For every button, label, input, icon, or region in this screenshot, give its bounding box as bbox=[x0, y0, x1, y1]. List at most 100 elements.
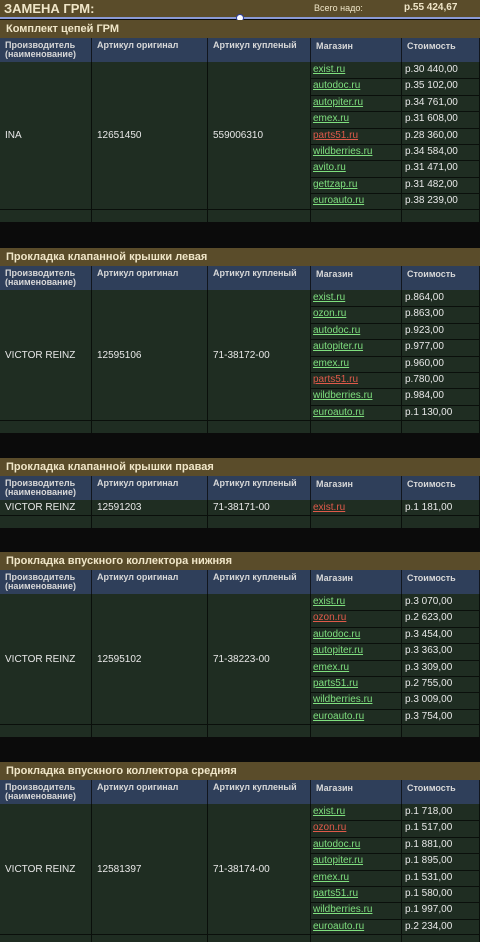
price-value: р.28 360,00 bbox=[405, 129, 458, 141]
empty-cell[interactable] bbox=[0, 210, 92, 222]
empty-cell[interactable] bbox=[92, 516, 208, 528]
empty-cell[interactable] bbox=[92, 935, 208, 942]
cell-manufacturer[interactable]: VICTOR REINZ bbox=[0, 290, 92, 421]
empty-cell[interactable] bbox=[208, 516, 311, 528]
shop-link[interactable]: parts51.ru bbox=[313, 129, 359, 141]
shop-link[interactable]: wildberries.ru bbox=[313, 146, 373, 157]
empty-cell[interactable] bbox=[208, 725, 311, 737]
shop-link[interactable]: euroauto.ru bbox=[313, 710, 365, 722]
shop-link[interactable]: autodoc.ru bbox=[313, 628, 361, 640]
shop-link[interactable]: parts51.ru bbox=[313, 374, 359, 385]
empty-cell[interactable] bbox=[311, 516, 402, 528]
cell-manufacturer[interactable]: VICTOR REINZ bbox=[0, 500, 92, 516]
cell-article-orig[interactable]: 12595102 bbox=[92, 594, 208, 725]
column-header-shop: Магазин bbox=[311, 476, 402, 500]
article-bought-value: 71-38171-00 bbox=[213, 502, 270, 513]
row-divider bbox=[311, 193, 480, 195]
empty-cell[interactable] bbox=[92, 210, 208, 222]
shop-link[interactable]: parts51.ru bbox=[313, 888, 359, 899]
shop-link[interactable]: autopiter.ru bbox=[313, 645, 364, 657]
empty-cell[interactable] bbox=[311, 210, 402, 222]
article-orig-value: 12595102 bbox=[97, 653, 142, 665]
row-divider bbox=[311, 388, 480, 390]
cell-article-orig[interactable]: 12651450 bbox=[92, 62, 208, 210]
empty-cell[interactable] bbox=[92, 725, 208, 737]
shop-link[interactable]: exist.ru bbox=[313, 292, 346, 303]
cell-article-bought[interactable]: 71-38174-00 bbox=[208, 804, 311, 935]
shop-link[interactable]: autopiter.ru bbox=[313, 855, 364, 867]
column-header-article-bought: Артикул купленый bbox=[208, 38, 311, 62]
shop-link[interactable]: autodoc.ru bbox=[313, 324, 361, 336]
empty-cell[interactable] bbox=[311, 421, 402, 433]
cell-article-orig[interactable]: 12591203 bbox=[92, 500, 208, 516]
shop-link[interactable]: emex.ru bbox=[313, 113, 350, 125]
shop-link[interactable]: parts51.ru bbox=[313, 678, 359, 689]
cell-article-bought[interactable]: 71-38223-00 bbox=[208, 594, 311, 725]
empty-cell[interactable] bbox=[402, 935, 480, 942]
price-value: р.35 102,00 bbox=[405, 80, 458, 92]
empty-cell[interactable] bbox=[208, 210, 311, 222]
empty-cell[interactable] bbox=[402, 421, 480, 433]
cell-article-orig[interactable]: 12581397 bbox=[92, 804, 208, 935]
empty-cell[interactable] bbox=[0, 421, 92, 433]
shop-link[interactable]: wildberries.ru bbox=[313, 390, 373, 402]
shop-column bbox=[311, 62, 402, 210]
shop-link[interactable]: ozon.ru bbox=[313, 822, 347, 834]
empty-cell[interactable] bbox=[208, 421, 311, 433]
shop-link[interactable]: autodoc.ru bbox=[313, 80, 361, 92]
shop-link[interactable]: euroauto.ru bbox=[313, 195, 365, 207]
price-value: р.2 623,00 bbox=[405, 612, 453, 624]
cell-article-bought[interactable]: 71-38171-00 bbox=[208, 500, 311, 516]
column-header-shop: Магазин bbox=[311, 38, 402, 62]
shop-link[interactable]: emex.ru bbox=[313, 661, 350, 673]
empty-cell[interactable] bbox=[311, 935, 402, 942]
empty-cell[interactable] bbox=[0, 935, 92, 942]
column-header-shop: Магазин bbox=[311, 570, 402, 594]
shop-link[interactable]: euroauto.ru bbox=[313, 406, 365, 418]
empty-cell[interactable] bbox=[208, 935, 311, 942]
shop-link[interactable]: exist.ru bbox=[313, 596, 346, 607]
row-divider bbox=[311, 902, 480, 904]
shop-link[interactable]: gettzap.ru bbox=[313, 178, 358, 190]
cell-manufacturer[interactable]: VICTOR REINZ bbox=[0, 804, 92, 935]
shop-link[interactable]: euroauto.ru bbox=[313, 920, 365, 932]
cell-article-orig[interactable]: 12595106 bbox=[92, 290, 208, 421]
shop-link[interactable]: emex.ru bbox=[313, 871, 350, 883]
empty-cell[interactable] bbox=[402, 210, 480, 222]
shop-link[interactable]: avito.ru bbox=[313, 162, 346, 174]
shop-link[interactable]: autopiter.ru bbox=[313, 96, 364, 108]
shop-link[interactable]: exist.ru bbox=[313, 64, 346, 75]
empty-cell[interactable] bbox=[92, 421, 208, 433]
row-divider bbox=[311, 306, 480, 308]
cell-article-bought[interactable]: 71-38172-00 bbox=[208, 290, 311, 421]
cell-manufacturer[interactable]: INA bbox=[0, 62, 92, 210]
shop-link[interactable]: wildberries.ru bbox=[313, 694, 373, 706]
shop-link[interactable]: ozon.ru bbox=[313, 612, 347, 624]
article-orig-value: 12591203 bbox=[97, 502, 142, 513]
column-header-price: Стоимость bbox=[402, 38, 480, 62]
shop-link[interactable]: exist.ru bbox=[313, 806, 346, 817]
empty-cell[interactable] bbox=[311, 725, 402, 737]
price-value: р.977,00 bbox=[405, 341, 444, 353]
cell-manufacturer[interactable]: VICTOR REINZ bbox=[0, 594, 92, 725]
manufacturer-value: VICTOR REINZ bbox=[5, 653, 76, 665]
column-header-manufacturer: Производитель (наименование) bbox=[0, 476, 92, 500]
row-divider bbox=[311, 176, 480, 178]
empty-row bbox=[0, 725, 480, 737]
price-value: р.31 471,00 bbox=[405, 162, 458, 174]
shop-link[interactable]: wildberries.ru bbox=[313, 904, 373, 916]
shop-link[interactable]: autopiter.ru bbox=[313, 341, 364, 353]
empty-cell[interactable] bbox=[0, 516, 92, 528]
shop-link[interactable]: exist.ru bbox=[313, 502, 346, 513]
empty-cell[interactable] bbox=[402, 516, 480, 528]
shop-link[interactable]: emex.ru bbox=[313, 357, 350, 369]
column-header-price: Стоимость bbox=[402, 266, 480, 290]
price-value: р.3 363,00 bbox=[405, 645, 453, 657]
cell-article-bought[interactable]: 559006310 bbox=[208, 62, 311, 210]
empty-cell[interactable] bbox=[0, 725, 92, 737]
empty-cell[interactable] bbox=[402, 725, 480, 737]
shop-link[interactable]: ozon.ru bbox=[313, 308, 347, 320]
shop-link[interactable]: autodoc.ru bbox=[313, 838, 361, 850]
article-orig-value: 12595106 bbox=[97, 349, 142, 361]
